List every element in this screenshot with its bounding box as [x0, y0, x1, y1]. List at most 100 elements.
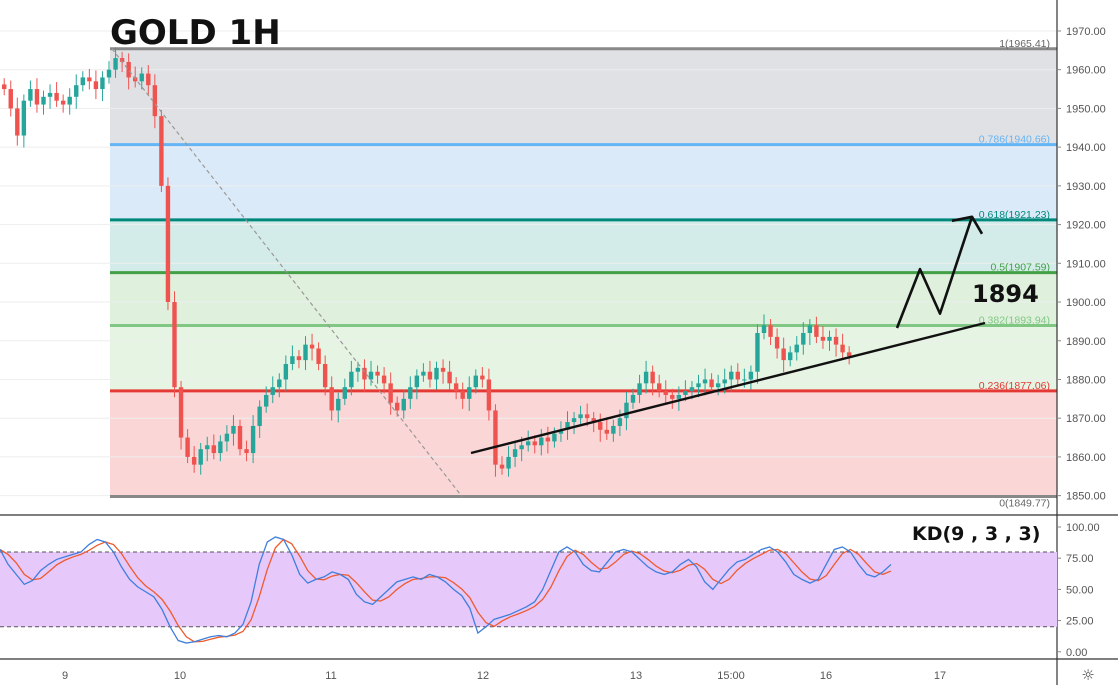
candle-body	[702, 379, 708, 384]
candle-body	[41, 96, 46, 105]
candle-body	[532, 441, 537, 446]
candle-body	[434, 367, 439, 380]
fibonacci-labels: 1(1965.41) 0.786(1940.66) 0.618(1921.23) 0.…	[979, 38, 1050, 510]
fibonacci-lines	[110, 47, 1057, 499]
candle-body	[794, 344, 799, 353]
candle-body	[113, 58, 118, 70]
kd-d-line	[0, 538, 892, 643]
candle-body	[191, 456, 197, 465]
candle-body	[643, 371, 649, 384]
time-tick-label: 13	[630, 670, 642, 682]
candle-body	[840, 344, 845, 353]
candle-body	[689, 387, 695, 392]
candle-body	[152, 85, 158, 117]
candle-body	[742, 379, 747, 381]
candle-body	[696, 383, 701, 388]
candle-body	[244, 449, 249, 454]
candle-body	[28, 89, 33, 101]
candle-body	[231, 425, 236, 434]
settings-gear-icon[interactable]: ☼	[1081, 666, 1095, 684]
candle-body	[237, 425, 243, 450]
candle-body	[224, 433, 230, 442]
projection-arrow-path	[895, 216, 974, 329]
candle-body	[519, 445, 524, 450]
candle-body	[250, 425, 256, 454]
candle-body	[558, 429, 564, 434]
candle-body	[34, 89, 40, 105]
candle-body	[375, 371, 380, 376]
candle-body	[60, 100, 66, 105]
candle-body	[663, 391, 668, 395]
candle-body	[408, 387, 413, 399]
candle-body	[604, 429, 609, 434]
fib-zone	[110, 272, 1057, 326]
candle-body	[106, 69, 112, 78]
candle-body	[296, 356, 302, 361]
candle-body	[21, 100, 27, 136]
support-trendline	[470, 321, 986, 455]
time-tick-label: 15:00	[717, 670, 745, 682]
candle-body	[781, 348, 786, 361]
kd-indicator-pane	[0, 536, 1057, 644]
kd-k-line	[0, 536, 892, 644]
candle-body	[598, 422, 603, 430]
candle-body	[539, 437, 544, 446]
kd-tick-label: 75.00	[1066, 553, 1094, 565]
candle-body	[493, 410, 498, 465]
candle-body	[545, 437, 551, 442]
price-tick-label: 1910.00	[1066, 258, 1106, 270]
candle-body	[453, 383, 459, 392]
price-axis[interactable]: 1970.00 1960.00 1950.00 1940.00 1930.00 1920.…	[1057, 26, 1106, 503]
candle-body	[172, 302, 177, 388]
candle-body	[807, 325, 813, 334]
candle-body	[257, 406, 262, 426]
time-tick-label: 9	[62, 670, 68, 682]
candle-body	[676, 394, 682, 399]
price-tick-label: 1940.00	[1066, 142, 1106, 154]
candle-body	[119, 58, 125, 62]
candle-body	[67, 96, 72, 105]
time-tick-label: 16	[820, 670, 832, 682]
candle-body	[624, 402, 629, 419]
time-tick-label: 17	[934, 670, 946, 682]
candle-body	[159, 116, 164, 186]
candle-body	[381, 375, 387, 384]
candle-body	[584, 414, 590, 419]
fib-zone	[110, 390, 1057, 497]
fib-zone	[110, 219, 1057, 273]
candle-body	[100, 77, 105, 90]
candle-body	[54, 92, 59, 101]
candle-body	[401, 398, 406, 411]
candle-body	[801, 333, 806, 345]
candle-body	[447, 371, 452, 384]
candle-body	[506, 456, 511, 469]
candle-body	[198, 449, 203, 465]
candle-body	[709, 379, 714, 388]
candle-body	[768, 325, 773, 337]
candle-body	[205, 445, 210, 450]
candle-body	[336, 398, 341, 411]
candle-body	[637, 383, 642, 395]
candle-body	[512, 449, 518, 457]
kd-indicator-label: KD(9 , 3 , 3)	[912, 523, 1040, 545]
candle-body	[342, 387, 347, 399]
candle-body	[755, 333, 760, 372]
chart-title: GOLD 1H	[110, 13, 281, 53]
price-tick-label: 1950.00	[1066, 103, 1106, 115]
candle-body	[480, 375, 485, 380]
time-axis[interactable]: 9 10 11 12 13 15:00 16 17	[62, 670, 946, 682]
candle-body	[748, 371, 754, 380]
candle-body	[827, 336, 832, 341]
fib-zone	[110, 325, 1057, 391]
time-tick-label: 10	[174, 670, 186, 682]
price-tick-label: 1900.00	[1066, 297, 1106, 309]
candle-body	[729, 371, 734, 380]
time-tick-label: 11	[325, 670, 336, 682]
candle-body	[277, 379, 282, 388]
candle-body	[761, 325, 767, 334]
candle-body	[414, 375, 420, 388]
candle-body	[146, 73, 151, 86]
fib-anchor-dashed-line	[111, 48, 463, 497]
kd-axis[interactable]: 100.00 75.00 50.00 25.00 0.00	[1057, 522, 1100, 659]
